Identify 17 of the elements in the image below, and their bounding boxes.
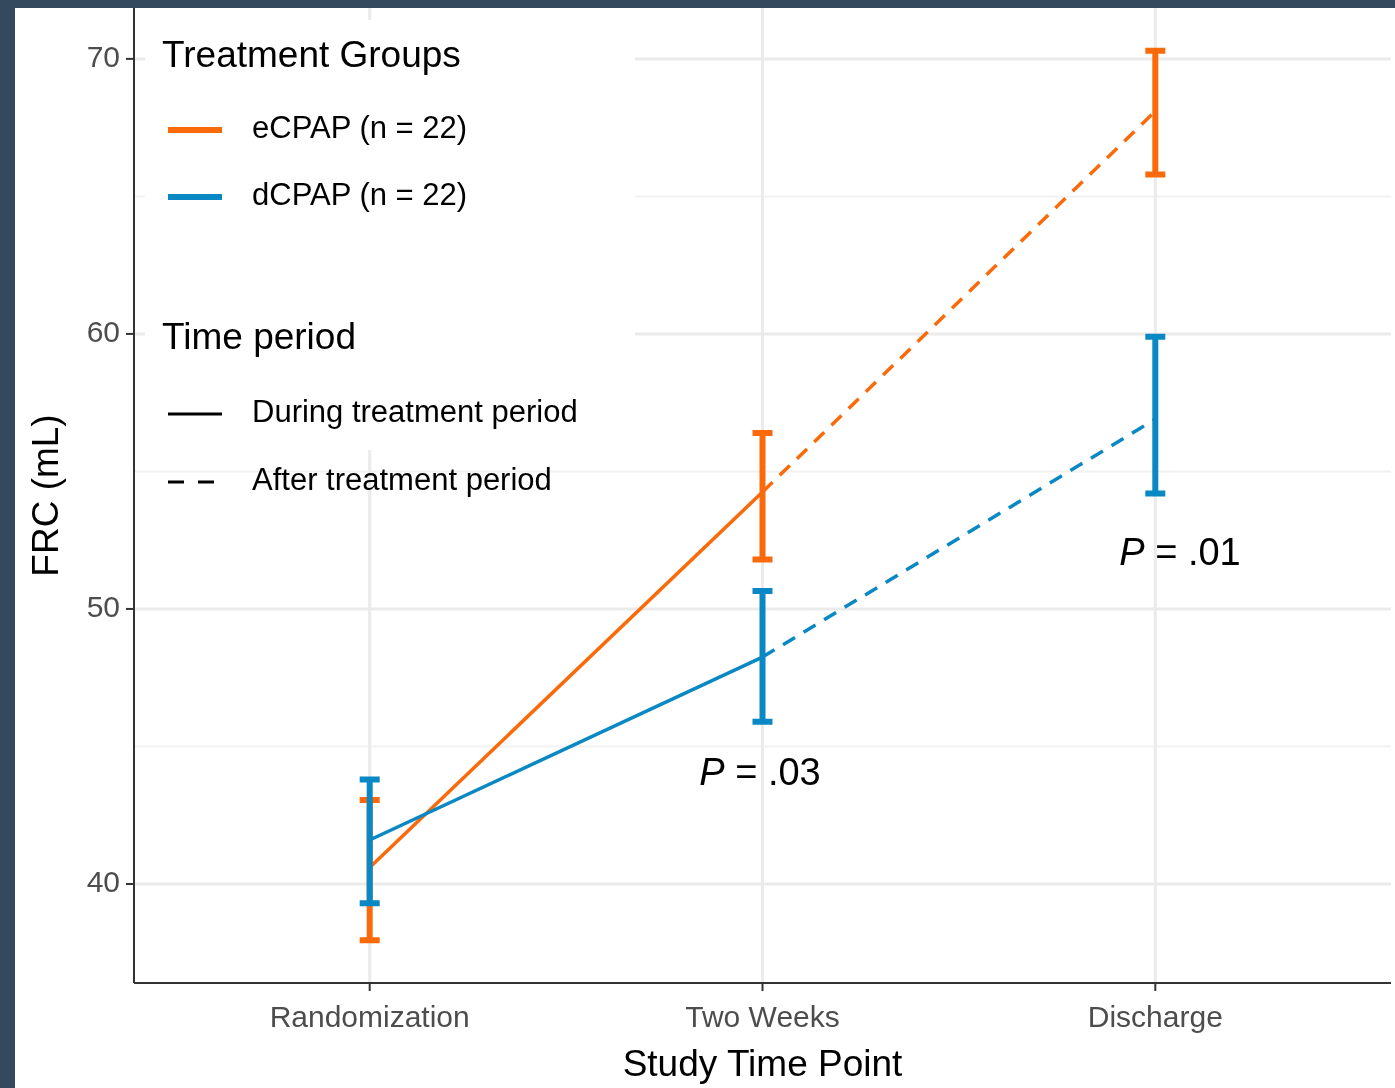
legend-label: eCPAP (n = 22) [252, 110, 468, 146]
annotation: After treatment period [252, 462, 552, 498]
annotation: P = .03 [699, 751, 821, 794]
legend-label: dCPAP (n = 22) [252, 177, 468, 213]
y-tick-label: 40 [86, 864, 120, 898]
y-tick-label: 60 [86, 314, 120, 348]
x-tick-label: Randomization [269, 999, 470, 1033]
annotation: P = .01 [1119, 531, 1241, 574]
legend-title: Treatment Groups [162, 33, 461, 75]
annotation: Time period [162, 315, 356, 357]
x-tick-label: Two Weeks [685, 999, 840, 1033]
y-axis-title: FRC (mL) [24, 414, 66, 577]
annotation: During treatment period [252, 394, 578, 430]
y-tick-label: 70 [86, 39, 120, 73]
x-axis-title: Study Time Point [622, 1042, 904, 1084]
y-tick-label: 50 [86, 589, 120, 623]
x-tick-label: Discharge [1087, 999, 1223, 1033]
